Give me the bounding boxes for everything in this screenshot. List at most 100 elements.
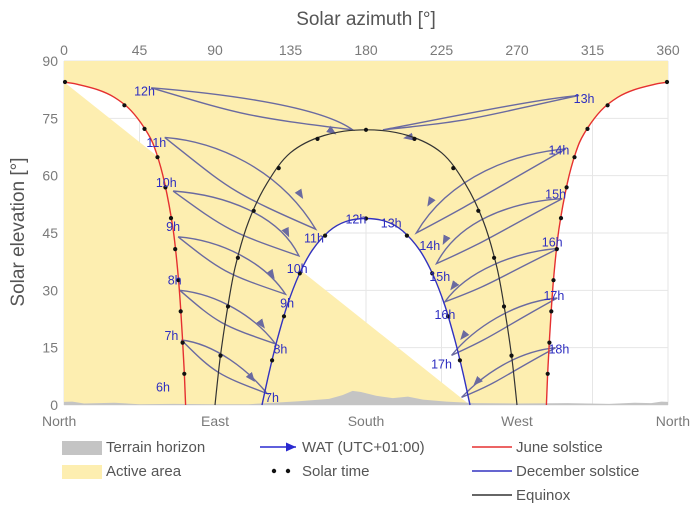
solar-time-dot [412,136,417,141]
hour-label: 14h [419,239,440,253]
plot-area: 12h 11h 10h 9h 8h 7h 6h 13h 14h 15h 16h 17h 18h 12h 11… [42,42,690,429]
solar-time-dot [155,155,160,160]
solar-time-dot [270,358,275,363]
bottom-direction-label: North [656,413,690,429]
hour-label: 12h [134,84,155,98]
top-tick-label: 270 [505,42,529,58]
solar-time-dot [547,340,552,345]
legend-label: December solstice [516,463,639,480]
wat-arrow [460,329,470,341]
june-solstice-line-east [63,81,187,406]
wat-arrow [442,234,451,245]
wat-arrow [266,268,275,280]
solar-time-dot [551,278,556,283]
solar-time-dot [564,185,569,190]
legend-label: June solstice [516,439,603,456]
solar-time-dot [297,271,302,276]
top-tick-label: 315 [581,42,605,58]
y-axis-title: Solar elevation [°] [8,157,29,306]
june-solstice-line-west [545,81,669,406]
legend-swatch-dot [271,468,277,474]
loop-17 [451,297,558,356]
loop-10 [172,190,301,258]
solar-time-dot [163,185,168,190]
solar-time-dot [430,271,435,276]
hour-label: 10h [287,262,308,276]
solar-time-dot [176,278,181,283]
hour-label: 12h [345,212,366,226]
terrain-horizon [64,390,668,405]
solar-time-dot [122,103,127,108]
hour-label: 10h [156,176,177,190]
y-tick-label: 45 [42,225,58,241]
legend-item: June solstice [472,439,603,456]
hour-label: 16h [434,308,455,322]
loop-9 [177,236,288,296]
solar-time-dot [62,79,68,85]
bottom-direction-label: South [348,413,385,429]
wat-arrow [281,226,290,238]
legend-swatch [62,465,102,479]
legend-label: Equinox [516,487,571,504]
solar-time-dot [363,216,369,221]
solar-time-dot [315,136,320,141]
solar-time-dot [182,371,187,376]
solar-time-dot [558,216,564,221]
solar-time-dot [545,371,550,376]
top-tick-label: 45 [132,42,148,58]
solar-time-dot [276,166,281,171]
wat-arrow [326,125,337,135]
legend-label: Terrain horizon [106,439,205,456]
hour-label: 8h [273,342,287,356]
solar-time-dot [445,314,451,319]
hour-label: 9h [166,220,180,234]
legend-swatch [62,441,102,455]
loop-18 [461,347,556,399]
solar-time-dot [509,353,514,358]
hour-label: 9h [280,297,294,311]
top-tick-label: 180 [354,42,378,58]
loop-13 [382,94,580,131]
hour-label: 14h [548,144,569,158]
solar-time-dot [363,127,369,132]
legend-item: Equinox [472,487,571,504]
hour-label: 7h [265,391,279,405]
legend-item: WAT (UTC+01:00) [260,439,425,456]
hour-label: 8h [168,274,182,288]
wat-arrow [427,196,436,207]
bottom-direction-label: West [501,413,533,429]
legend: Terrain horizon Active area WAT (UTC+01:00… [62,439,639,504]
legend-label: Active area [106,463,182,480]
hour-label: 15h [429,270,450,284]
legend-label: WAT (UTC+01:00) [302,439,425,456]
solar-time-dot [180,340,185,345]
solar-time-dot [281,314,287,319]
loop-11 [164,136,318,231]
top-tick-label: 90 [207,42,223,58]
solar-time-dot [554,247,559,252]
top-tick-label: 225 [430,42,454,58]
y-tick-label: 60 [42,168,58,184]
solar-time-dot [323,233,328,238]
solar-time-dot [501,304,507,309]
loop-16 [443,247,560,304]
legend-swatch-arrowhead [286,442,296,452]
hour-label: 16h [542,235,563,249]
top-tick-label: 360 [656,42,680,58]
top-tick-label: 0 [60,42,68,58]
legend-swatch-dot [285,468,291,474]
solar-time-dot [251,208,256,213]
loop-15 [434,197,563,266]
legend-item: Terrain horizon [62,439,205,456]
hour-label: 11h [146,136,166,150]
y-tick-label: 90 [42,53,58,69]
solar-time-dot [549,309,554,314]
solar-time-dot [173,247,178,252]
loop-14 [414,148,567,235]
solar-time-dot [457,358,462,363]
hour-label: 18h [548,342,569,356]
solar-time-dot [235,255,240,260]
y-tick-label: 0 [50,397,58,413]
solar-time-dot [218,353,223,358]
